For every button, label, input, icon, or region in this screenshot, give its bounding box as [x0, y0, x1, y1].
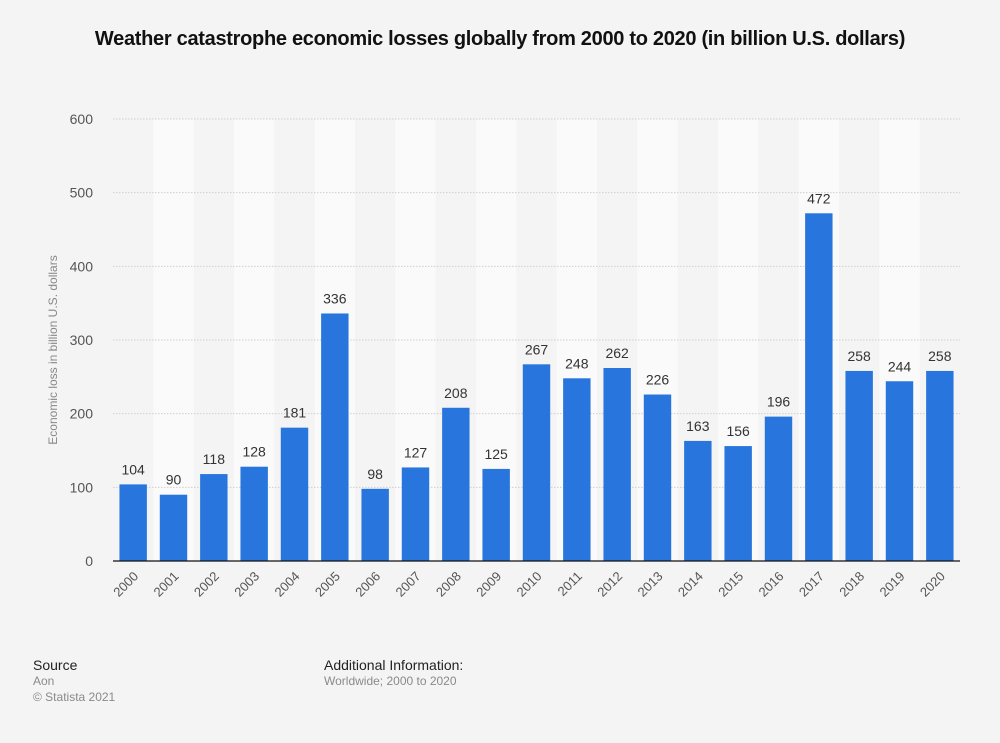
data-label: 267	[525, 341, 549, 357]
bar	[522, 364, 551, 561]
y-axis-label: Economic loss in billion U.S. dollars	[46, 255, 60, 444]
x-tick-label: 2011	[555, 569, 585, 599]
source-label: Source	[33, 657, 78, 673]
x-tick-label: 2010	[514, 569, 545, 600]
source-value: Aon	[33, 674, 55, 688]
x-tick-label: 2013	[635, 569, 666, 600]
x-tick-label: 2015	[715, 569, 746, 600]
data-label: 128	[242, 444, 266, 460]
x-tick-label: 2012	[594, 569, 625, 600]
bar	[684, 440, 712, 561]
data-label: 208	[444, 385, 468, 401]
x-tick-label: 2019	[877, 569, 908, 600]
x-tick-label: 2006	[352, 569, 383, 600]
y-tick-label: 0	[85, 553, 93, 569]
data-label: 258	[928, 348, 952, 364]
data-label: 262	[605, 345, 629, 361]
data-label: 248	[565, 355, 589, 371]
x-tick-label: 2009	[473, 569, 504, 600]
y-tick-label: 100	[70, 479, 94, 495]
bar	[361, 488, 389, 561]
additional-info-block: Additional Information: Worldwide; 2000 …	[324, 657, 463, 689]
x-tick-label: 2001	[151, 569, 182, 600]
x-tick-label: 2008	[433, 569, 464, 600]
y-tick-label: 600	[70, 111, 94, 127]
data-label: 244	[888, 358, 912, 374]
bar	[200, 474, 228, 561]
bar	[321, 313, 349, 561]
bar	[764, 416, 793, 561]
bar	[442, 407, 470, 561]
bar	[280, 427, 309, 561]
x-tick-label: 2002	[191, 569, 222, 600]
x-tick-label: 2017	[796, 569, 827, 600]
y-tick-label: 400	[70, 258, 94, 274]
x-tick-label: 2020	[917, 569, 948, 600]
copyright: © Statista 2021	[33, 690, 116, 704]
data-label: 127	[404, 444, 428, 460]
data-label: 336	[323, 290, 347, 306]
chart-title: Weather catastrophe economic losses glob…	[94, 28, 906, 50]
data-label: 104	[121, 461, 145, 477]
data-label: 125	[484, 446, 508, 462]
bar	[643, 394, 672, 561]
x-tick-label: 2000	[110, 569, 141, 600]
bar	[603, 367, 631, 561]
bar	[119, 484, 147, 561]
bar	[926, 370, 954, 561]
x-tick-label: 2003	[231, 569, 262, 600]
data-label: 163	[686, 418, 710, 434]
x-tick-label: 2018	[836, 569, 867, 600]
data-label: 156	[726, 423, 750, 439]
bar	[724, 446, 752, 561]
bar	[401, 467, 430, 561]
data-label: 196	[767, 394, 791, 410]
data-label: 472	[807, 190, 831, 206]
data-label: 98	[367, 466, 383, 482]
additional-info-value: Worldwide; 2000 to 2020	[324, 674, 457, 688]
y-tick-label: 500	[70, 185, 94, 201]
data-label: 118	[203, 451, 226, 467]
x-tick-label: 2016	[756, 569, 787, 600]
bar	[805, 213, 833, 561]
bar	[885, 381, 914, 561]
bar	[563, 378, 591, 561]
bar	[845, 370, 873, 561]
source-block: Source Aon © Statista 2021	[33, 657, 115, 705]
data-label: 90	[166, 472, 182, 488]
y-tick-label: 300	[70, 332, 94, 348]
x-tick-label: 2014	[675, 569, 706, 600]
additional-info-label: Additional Information:	[324, 657, 464, 673]
bar	[240, 466, 268, 561]
x-tick-label: 2004	[272, 569, 303, 600]
bar	[482, 468, 510, 561]
data-label: 258	[847, 348, 871, 364]
x-tick-label: 2007	[393, 569, 424, 600]
data-label: 226	[646, 372, 670, 388]
bar	[159, 494, 188, 561]
data-label: 181	[283, 405, 307, 421]
y-tick-label: 200	[70, 406, 94, 422]
x-tick-label: 2005	[312, 569, 343, 600]
